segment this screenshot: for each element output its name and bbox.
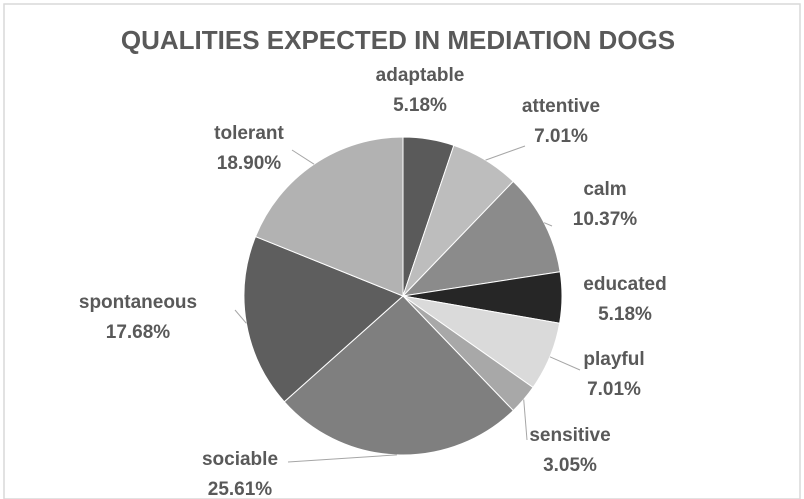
slice-value: 17.68% <box>106 322 171 343</box>
leader-line <box>543 222 553 227</box>
slice-value: 18.90% <box>217 153 282 174</box>
slice-value: 7.01% <box>587 379 641 400</box>
slice-value: 7.01% <box>534 126 588 147</box>
leader-line <box>485 145 526 161</box>
leader-line <box>234 309 247 324</box>
leader-line <box>523 399 528 441</box>
slice-value: 5.18% <box>598 304 652 325</box>
leader-line <box>549 356 581 371</box>
slice-value: 10.37% <box>573 209 638 230</box>
slice-label: sociable <box>202 449 278 470</box>
slice-label: adaptable <box>376 65 465 86</box>
leader-line <box>287 454 397 463</box>
chart-title: QUALITIES EXPECTED IN MEDIATION DOGS <box>121 25 675 55</box>
slice-label: tolerant <box>214 123 284 144</box>
slice-label: calm <box>583 179 626 200</box>
slice-label: spontaneous <box>79 292 197 313</box>
pie-slice <box>243 235 404 403</box>
leader-line <box>291 149 315 165</box>
slice-label: educated <box>583 274 666 295</box>
slice-value: 25.61% <box>208 479 273 499</box>
slice-label: attentive <box>522 96 600 117</box>
pie-slice <box>283 295 514 456</box>
slice-value: 3.05% <box>543 455 597 476</box>
slice-label: sensitive <box>529 425 610 446</box>
slice-label: playful <box>583 349 644 370</box>
slice-value: 5.18% <box>393 95 447 116</box>
